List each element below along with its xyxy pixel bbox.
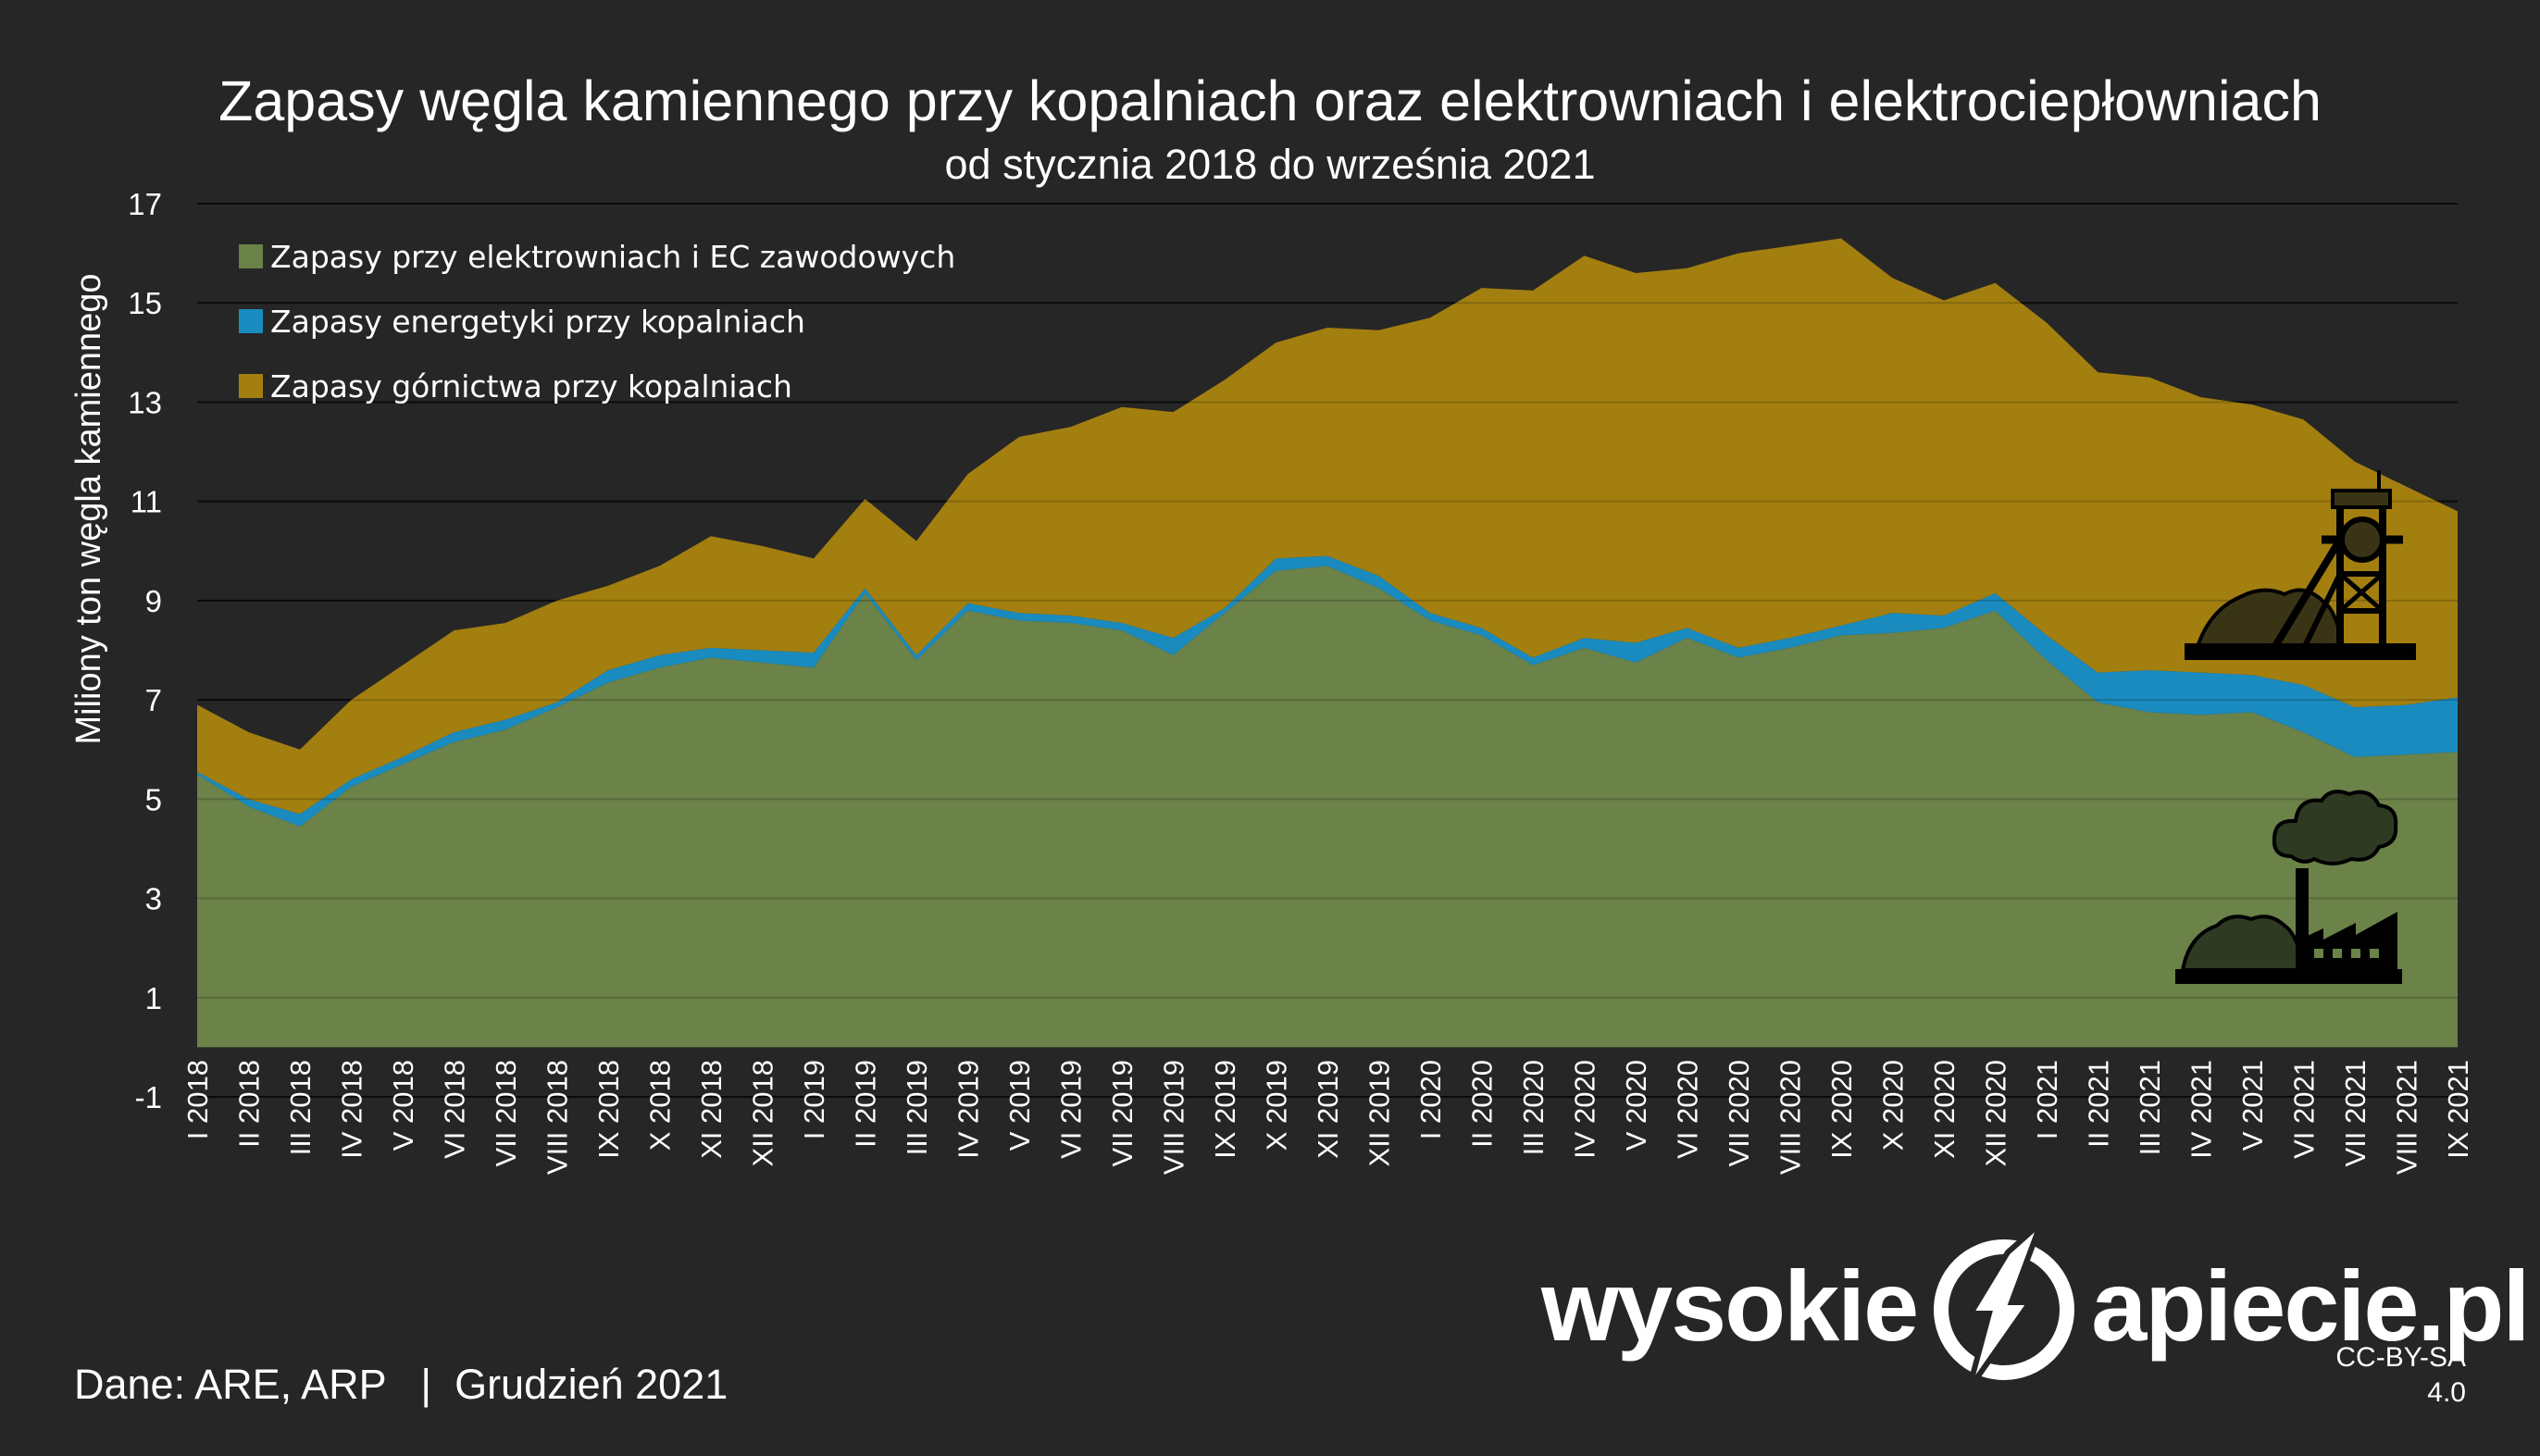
x-tick-label: VI 2020 — [1672, 1060, 1704, 1159]
brand-text-right: apiecie.pl — [2091, 1249, 2530, 1362]
x-tick-label: II 2021 — [2083, 1060, 2115, 1148]
factory-icon — [2175, 790, 2402, 984]
x-tick-label: III 2021 — [2134, 1060, 2166, 1155]
x-tick-label: VII 2021 — [2339, 1060, 2372, 1166]
x-tick-label: XII 2019 — [1363, 1060, 1396, 1166]
x-tick-label: VII 2019 — [1106, 1060, 1139, 1166]
x-tick-label: I 2021 — [2031, 1060, 2063, 1139]
y-tick-label: 7 — [145, 683, 162, 717]
x-tick-label: V 2021 — [2236, 1060, 2269, 1151]
x-tick-label: III 2019 — [901, 1060, 933, 1155]
data-source: Dane: ARE, ARP | Grudzień 2021 — [74, 1361, 728, 1408]
x-tick-label: XI 2019 — [1312, 1060, 1344, 1159]
legend: Zapasy przy elektrowniach i EC zawodowyc… — [239, 239, 955, 404]
x-tick-label: VI 2019 — [1055, 1060, 1088, 1159]
x-tick-label: I 2020 — [1414, 1060, 1447, 1139]
series-area — [197, 566, 2458, 1048]
license: CC-BY-SA 4.0 — [2281, 1340, 2466, 1411]
legend-label: Zapasy górnictwa przy kopalniach — [270, 368, 792, 404]
x-tick-label: VIII 2018 — [542, 1060, 574, 1175]
y-tick-label: 3 — [145, 882, 162, 916]
legend-swatch — [239, 244, 263, 268]
x-tick-label: XI 2018 — [695, 1060, 728, 1159]
chart-title: Zapasy węgla kamiennego przy kopalniach … — [218, 69, 2322, 132]
license-line-1: CC-BY-SA — [2335, 1342, 2466, 1373]
x-tick-label: IV 2020 — [1569, 1060, 1601, 1159]
y-tick-label: 9 — [145, 584, 162, 618]
chart-areas — [197, 203, 2458, 1098]
lightning-n-icon — [1934, 1220, 2075, 1391]
x-tick-label: V 2018 — [387, 1060, 419, 1151]
license-line-2: 4.0 — [2427, 1377, 2466, 1408]
x-tick-label: II 2018 — [233, 1060, 266, 1148]
x-tick-label: V 2020 — [1620, 1060, 1652, 1151]
x-tick-label: IX 2021 — [2442, 1060, 2474, 1159]
x-axis-ticks: I 2018 II 2018 III 2018 IV 2018 V 2018 VI 201… — [181, 1060, 2474, 1175]
x-tick-label: II 2019 — [850, 1060, 882, 1148]
x-tick-label: IV 2021 — [2185, 1060, 2218, 1159]
smoke-cloud-icon — [2272, 790, 2398, 865]
x-tick-label: VI 2018 — [439, 1060, 471, 1159]
x-tick-label: VII 2020 — [1723, 1060, 1755, 1166]
brand-text-left: wysokie — [1541, 1249, 1919, 1362]
y-tick-label: 15 — [128, 286, 162, 320]
x-tick-label: XI 2020 — [1928, 1060, 1961, 1159]
x-tick-label: VIII 2020 — [1774, 1060, 1807, 1175]
x-tick-label: XII 2018 — [747, 1060, 779, 1166]
x-tick-label: VII 2018 — [490, 1060, 522, 1166]
y-tick-label: -1 — [135, 1080, 162, 1114]
legend-swatch — [239, 374, 263, 398]
x-tick-label: V 2019 — [1003, 1060, 1036, 1151]
x-tick-label: II 2020 — [1466, 1060, 1499, 1148]
mine-shaft-icon — [2185, 470, 2416, 660]
y-tick-label: 13 — [128, 385, 162, 419]
x-tick-label: IX 2019 — [1209, 1060, 1241, 1159]
x-tick-label: VI 2021 — [2288, 1060, 2321, 1159]
series-area — [197, 238, 2458, 815]
y-tick-label: 11 — [131, 485, 162, 519]
x-tick-label: IV 2018 — [336, 1060, 368, 1159]
x-tick-label: VIII 2021 — [2391, 1060, 2423, 1175]
x-tick-label: I 2018 — [181, 1060, 214, 1139]
legend-swatch — [239, 309, 263, 333]
x-tick-label: IX 2018 — [592, 1060, 625, 1159]
x-tick-label: X 2019 — [1261, 1060, 1293, 1151]
x-tick-label: III 2020 — [1517, 1060, 1550, 1155]
y-tick-label: 5 — [145, 782, 162, 816]
x-tick-label: VIII 2019 — [1158, 1060, 1190, 1175]
x-tick-label: IV 2019 — [952, 1060, 985, 1159]
legend-label: Zapasy przy elektrowniach i EC zawodowyc… — [270, 239, 955, 275]
y-tick-label: 1 — [145, 981, 162, 1015]
x-tick-label: I 2019 — [798, 1060, 830, 1139]
x-tick-label: III 2018 — [284, 1060, 317, 1155]
series-area — [197, 555, 2458, 827]
x-tick-label: IX 2020 — [1825, 1060, 1858, 1159]
legend-label: Zapasy energetyki przy kopalniach — [270, 304, 805, 340]
brand-logo[interactable]: wysokie apiecie.pl — [1541, 1220, 2530, 1391]
x-tick-label: X 2020 — [1877, 1060, 1910, 1151]
y-axis-label: Miliony ton węgla kamiennego — [69, 273, 108, 744]
y-tick-label: 17 — [128, 187, 162, 221]
x-tick-label: XII 2020 — [1980, 1060, 2012, 1166]
chart-subtitle: od stycznia 2018 do września 2021 — [944, 141, 1596, 188]
x-tick-label: X 2018 — [644, 1060, 677, 1151]
